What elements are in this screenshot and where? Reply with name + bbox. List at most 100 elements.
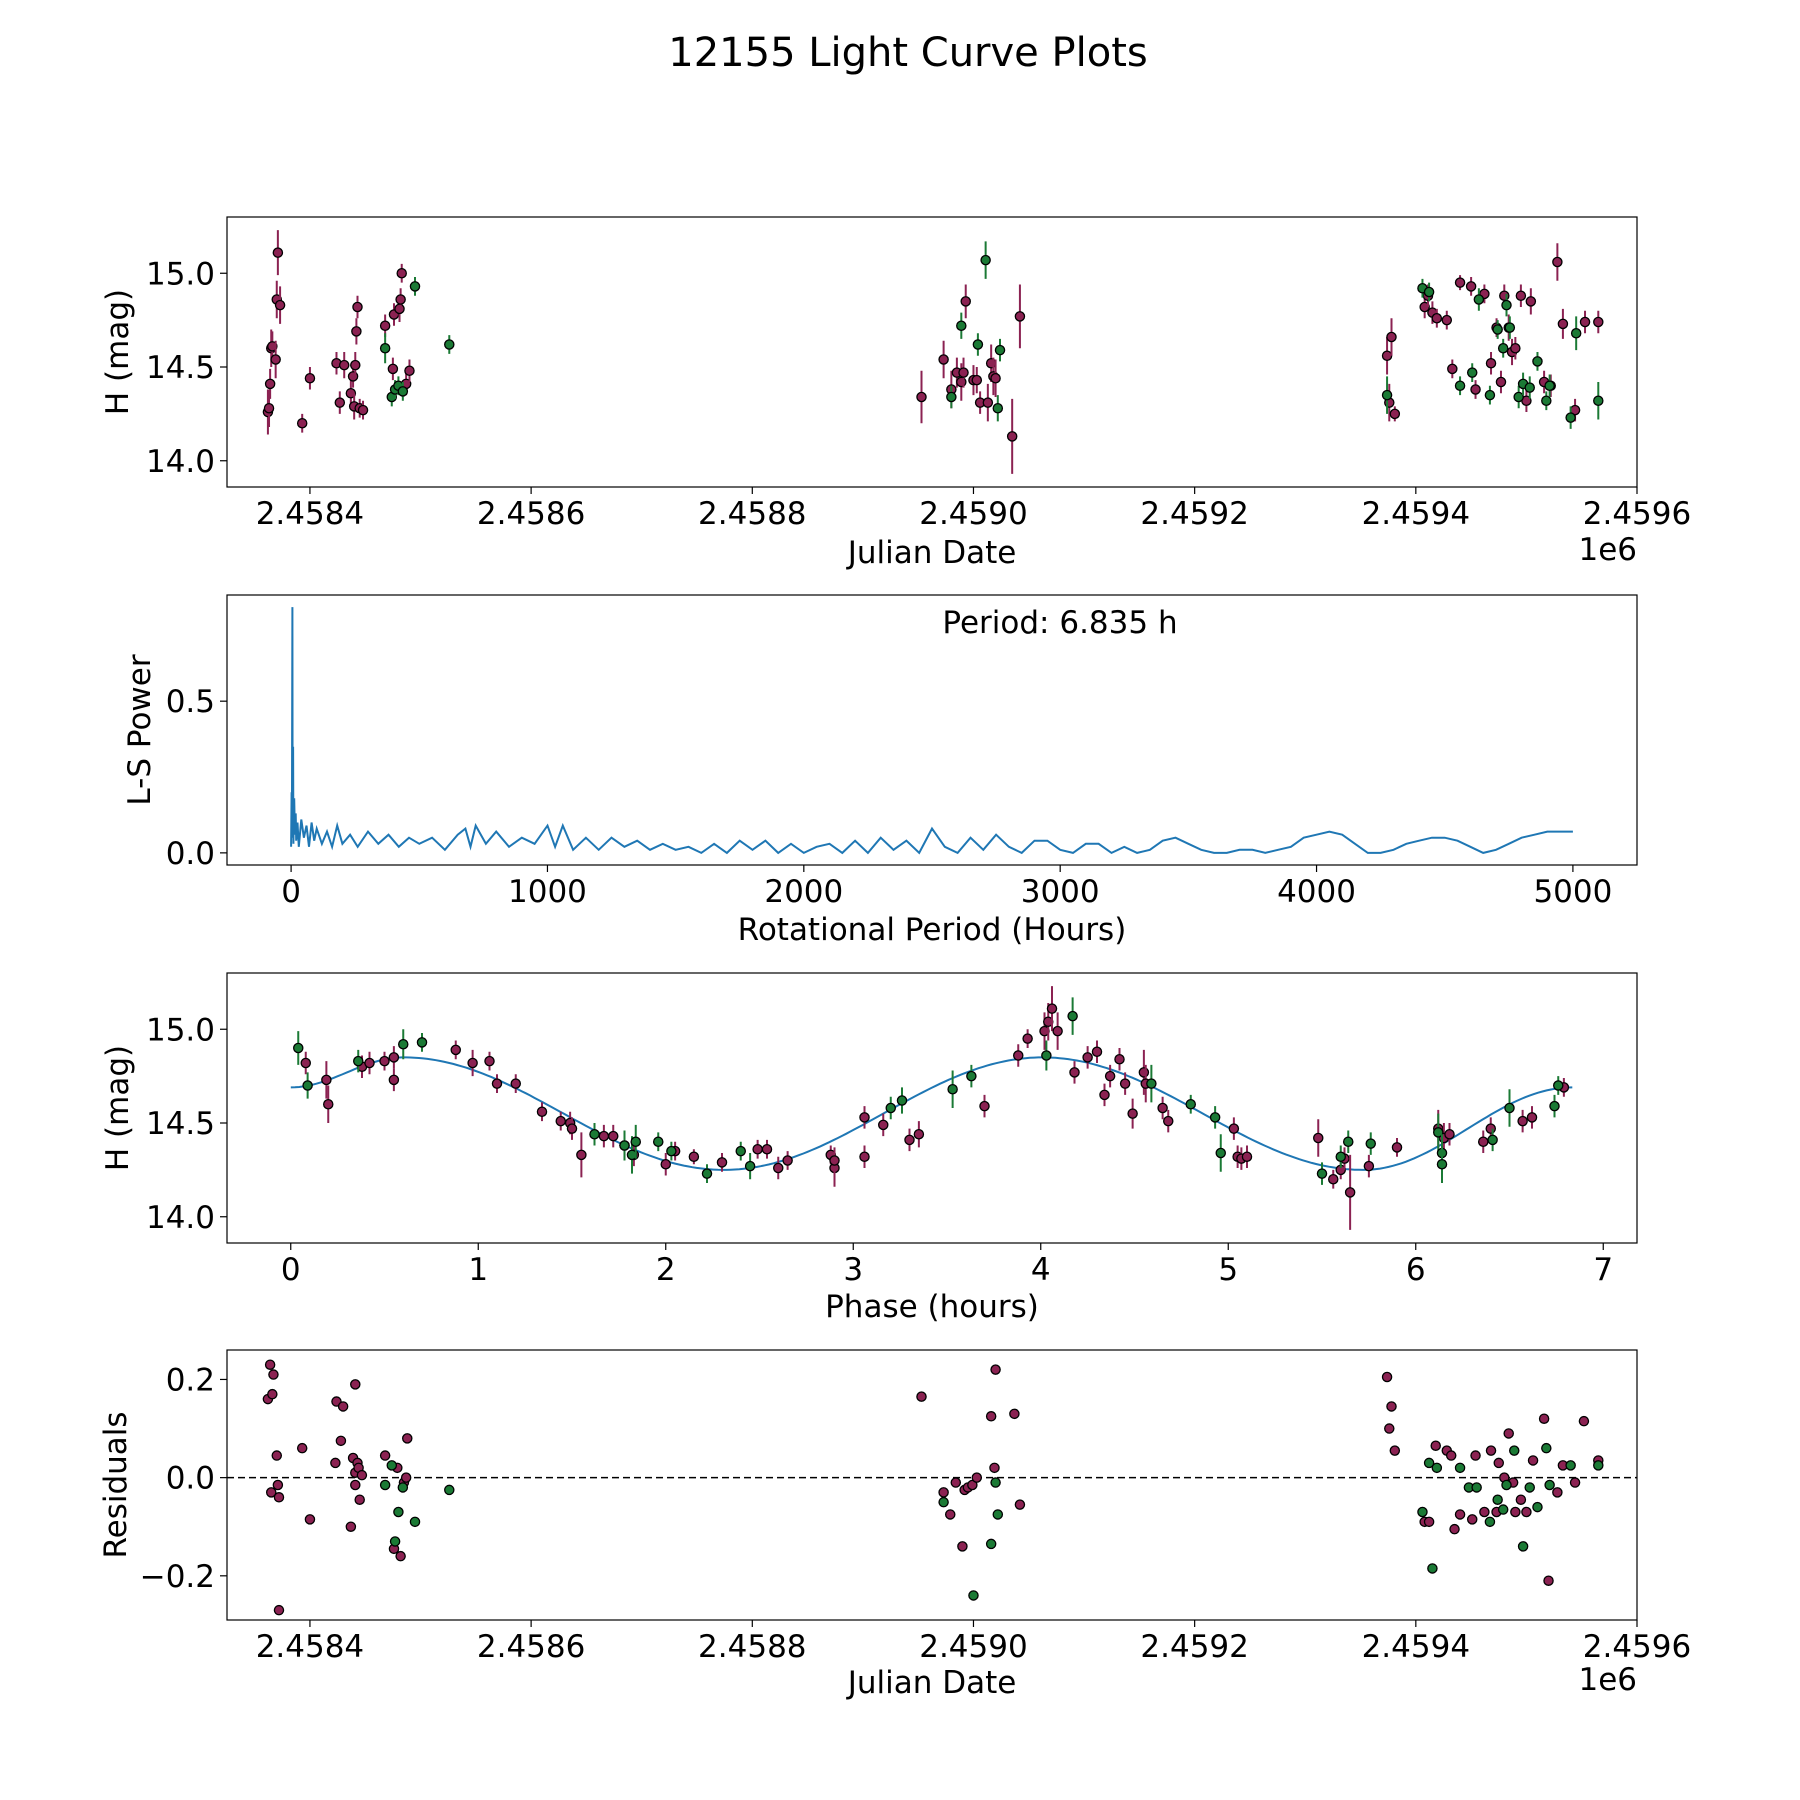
lightcurve-point bbox=[396, 267, 407, 279]
phase-point bbox=[1091, 1046, 1103, 1058]
phase-point bbox=[388, 1052, 400, 1063]
phase-point bbox=[1099, 1089, 1110, 1101]
phase-point bbox=[1146, 1078, 1157, 1089]
lightcurve-point bbox=[980, 254, 991, 266]
residuals-ytick-label: 0.2 bbox=[166, 1362, 215, 1398]
residuals-xtick-label: 2.4586 bbox=[477, 1629, 585, 1665]
lightcurve-point bbox=[338, 359, 350, 371]
residuals-point bbox=[296, 1442, 308, 1454]
phase-point bbox=[744, 1160, 756, 1172]
lightcurve-ytick-label: 14.5 bbox=[146, 350, 215, 386]
lightcurve-point bbox=[916, 391, 927, 403]
lightcurve-point bbox=[1454, 380, 1466, 391]
residuals-point bbox=[271, 1450, 283, 1461]
residuals-point bbox=[337, 1401, 349, 1412]
lightcurve-point bbox=[379, 342, 391, 354]
phase-point bbox=[608, 1130, 619, 1142]
periodogram-xlabel: Rotational Period (Hours) bbox=[738, 912, 1127, 948]
lightcurve-point bbox=[1485, 357, 1497, 369]
lightcurve-point bbox=[395, 294, 406, 305]
phase-frame bbox=[226, 972, 1638, 1244]
residuals-point bbox=[379, 1479, 391, 1491]
phase-xtick-label: 5 bbox=[1218, 1252, 1238, 1288]
residuals-point bbox=[444, 1484, 455, 1496]
periodogram-xtick-label: 0 bbox=[281, 874, 301, 910]
lightcurve-xtick-label: 2.4586 bbox=[477, 496, 585, 532]
lightcurve-xtick-label: 2.4590 bbox=[919, 496, 1027, 532]
residuals-marks bbox=[227, 1359, 1637, 1616]
phase-point bbox=[1138, 1067, 1150, 1078]
phase-point bbox=[566, 1123, 578, 1134]
lightcurve-point bbox=[1593, 395, 1604, 406]
residuals-ytick-label: −0.2 bbox=[140, 1559, 215, 1595]
lightcurve-point bbox=[972, 339, 984, 350]
residuals-point bbox=[938, 1487, 949, 1498]
lightcurve-point bbox=[351, 326, 362, 337]
phase-point bbox=[653, 1136, 664, 1148]
phase-point bbox=[1436, 1159, 1448, 1170]
lightcurve-point bbox=[352, 301, 363, 313]
phase-point bbox=[322, 1099, 334, 1110]
phase-xtick-label: 1 bbox=[468, 1252, 488, 1288]
lightcurve-point bbox=[334, 397, 346, 408]
lightcurve-point bbox=[397, 386, 409, 397]
lightcurve-point bbox=[1541, 395, 1552, 406]
phase-point bbox=[966, 1070, 977, 1082]
residuals-point bbox=[1538, 1413, 1550, 1424]
lightcurve-point bbox=[394, 303, 405, 315]
lightcurve-point bbox=[1499, 290, 1510, 301]
lightcurve-point bbox=[1014, 311, 1026, 322]
lightcurve-point bbox=[444, 339, 455, 350]
lightcurve-ytick-label: 15.0 bbox=[146, 256, 215, 292]
residuals-xtick-label: 2.4588 bbox=[698, 1629, 806, 1665]
phase-point bbox=[1444, 1129, 1455, 1140]
lightcurve-point bbox=[345, 387, 357, 399]
lightcurve-xtick-label: 2.4596 bbox=[1583, 496, 1691, 532]
residuals-point bbox=[350, 1479, 361, 1491]
phase-point bbox=[1553, 1080, 1564, 1091]
phase-point bbox=[1022, 1033, 1033, 1044]
lightcurve-point bbox=[270, 354, 281, 365]
periodogram-xtick-label: 5000 bbox=[1533, 874, 1612, 910]
phase-point bbox=[450, 1044, 461, 1056]
residuals-point bbox=[1384, 1423, 1395, 1434]
lightcurve-point bbox=[1431, 312, 1443, 324]
residuals-point bbox=[985, 1411, 997, 1422]
residuals-ylabel: Residuals bbox=[98, 1411, 134, 1558]
phase-xtick-label: 2 bbox=[656, 1252, 676, 1288]
residuals-point bbox=[1417, 1506, 1428, 1518]
lightcurve-point bbox=[1544, 380, 1555, 391]
periodogram-marks bbox=[290, 607, 1573, 855]
phase-point bbox=[416, 1037, 428, 1048]
phase-point bbox=[1241, 1151, 1253, 1163]
phase-point bbox=[352, 1055, 364, 1067]
residuals-point bbox=[1521, 1506, 1532, 1518]
phase-xtick-label: 6 bbox=[1406, 1252, 1426, 1288]
residuals-point bbox=[1593, 1460, 1604, 1471]
phase-xtick-label: 0 bbox=[281, 1252, 301, 1288]
residuals-point bbox=[304, 1514, 316, 1525]
phase-point bbox=[1163, 1115, 1174, 1127]
phase-point bbox=[878, 1119, 889, 1131]
residuals-point bbox=[1541, 1442, 1552, 1454]
lightcurve-point bbox=[1473, 294, 1485, 305]
residuals-point bbox=[1381, 1371, 1393, 1383]
phase-point bbox=[1478, 1136, 1489, 1148]
lightcurve-point bbox=[958, 367, 969, 378]
lightcurve-point bbox=[971, 374, 983, 386]
phase-point bbox=[904, 1134, 915, 1146]
residuals-point bbox=[400, 1472, 412, 1483]
lightcurve-xlabel: Julian Date bbox=[846, 535, 1017, 571]
phase-point bbox=[947, 1084, 958, 1095]
lightcurve-point bbox=[1466, 367, 1478, 378]
periodogram-annotation: Period: 6.835 h bbox=[942, 605, 1177, 641]
phase-point bbox=[1185, 1099, 1197, 1110]
phase-point bbox=[773, 1162, 784, 1174]
phase-point bbox=[1433, 1127, 1444, 1138]
lightcurve-point bbox=[350, 359, 361, 371]
residuals-point bbox=[1492, 1494, 1503, 1505]
phase-xlabel: Phase (hours) bbox=[825, 1289, 1039, 1325]
phase-point bbox=[1549, 1100, 1560, 1112]
lightcurve-point bbox=[1552, 256, 1563, 268]
phase-point bbox=[1313, 1132, 1324, 1144]
